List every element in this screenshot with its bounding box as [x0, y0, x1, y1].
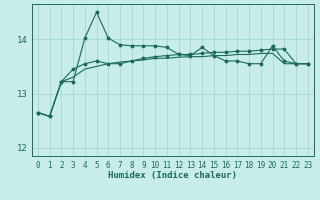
X-axis label: Humidex (Indice chaleur): Humidex (Indice chaleur): [108, 171, 237, 180]
